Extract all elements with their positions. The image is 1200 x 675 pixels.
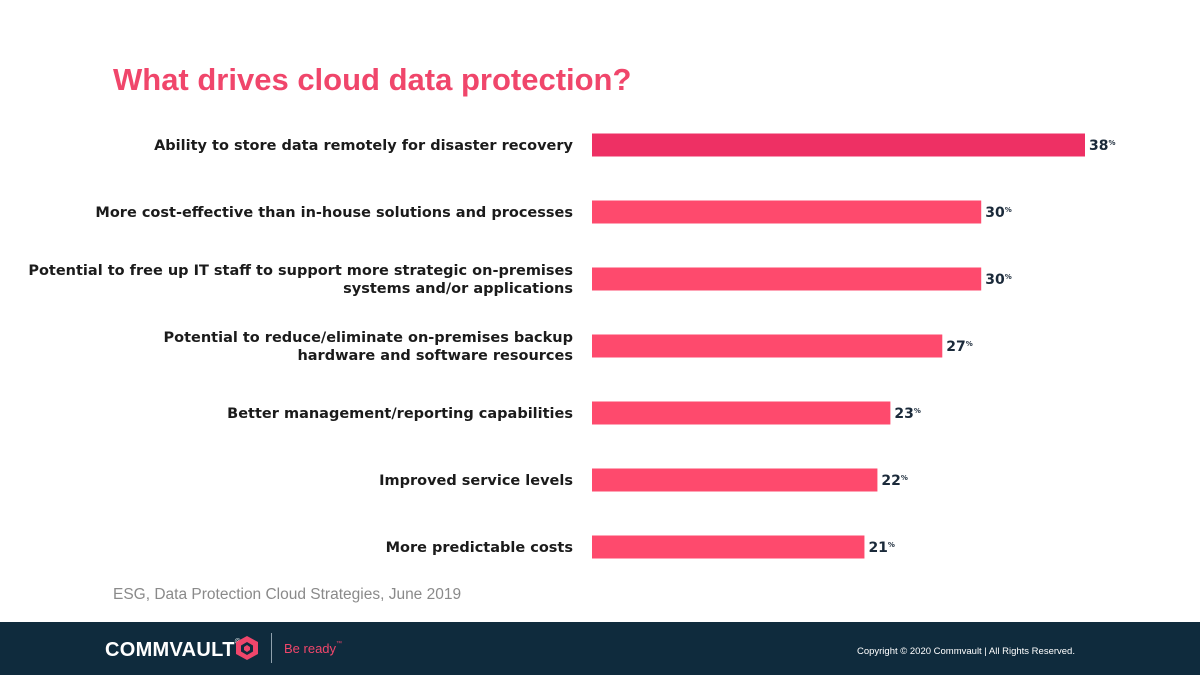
bar-2 <box>592 200 982 224</box>
value-label-4: 27% <box>946 339 973 355</box>
bar-3 <box>592 267 982 291</box>
tagline: Be ready™ <box>284 641 342 656</box>
category-label-6: Improved service levels <box>379 473 573 489</box>
footer-divider <box>271 633 272 663</box>
chart-title: What drives cloud data protection? <box>113 62 632 97</box>
tagline-text: Be ready <box>284 641 337 656</box>
bar-5 <box>592 401 891 425</box>
value-label-7: 21% <box>868 540 895 556</box>
bar-6 <box>592 468 878 492</box>
category-label-2: More cost-effective than in-house soluti… <box>95 205 573 221</box>
tagline-trademark: ™ <box>336 641 343 647</box>
brand-name: COMMVAULT <box>105 639 235 661</box>
bar-4 <box>592 334 943 358</box>
category-label-3: Potential to free up IT staff to support… <box>28 263 573 297</box>
source-note: ESG, Data Protection Cloud Strategies, J… <box>113 586 462 603</box>
value-label-3: 30% <box>985 272 1012 288</box>
value-label-1: 38% <box>1089 138 1116 154</box>
value-label-2: 30% <box>985 205 1012 221</box>
value-label-6: 22% <box>881 473 908 489</box>
footer-bar: COMMVAULT® Be ready™ Copyright © 2020 Co… <box>0 622 1200 675</box>
copyright-text: Copyright © 2020 Commvault | All Rights … <box>856 646 1075 657</box>
value-label-5: 23% <box>894 406 921 422</box>
category-label-4: Potential to reduce/eliminate on-premise… <box>163 330 573 364</box>
category-label-1: Ability to store data remotely for disas… <box>154 138 573 154</box>
bar-7 <box>592 535 865 559</box>
category-label-5: Better management/reporting capabilities <box>227 406 573 422</box>
brand-logo: COMMVAULT® <box>105 637 241 662</box>
bar-1 <box>592 133 1085 157</box>
commvault-cube-icon <box>236 636 258 660</box>
category-label-7: More predictable costs <box>386 540 573 556</box>
bar-chart: Ability to store data remotely for disas… <box>28 133 1116 559</box>
